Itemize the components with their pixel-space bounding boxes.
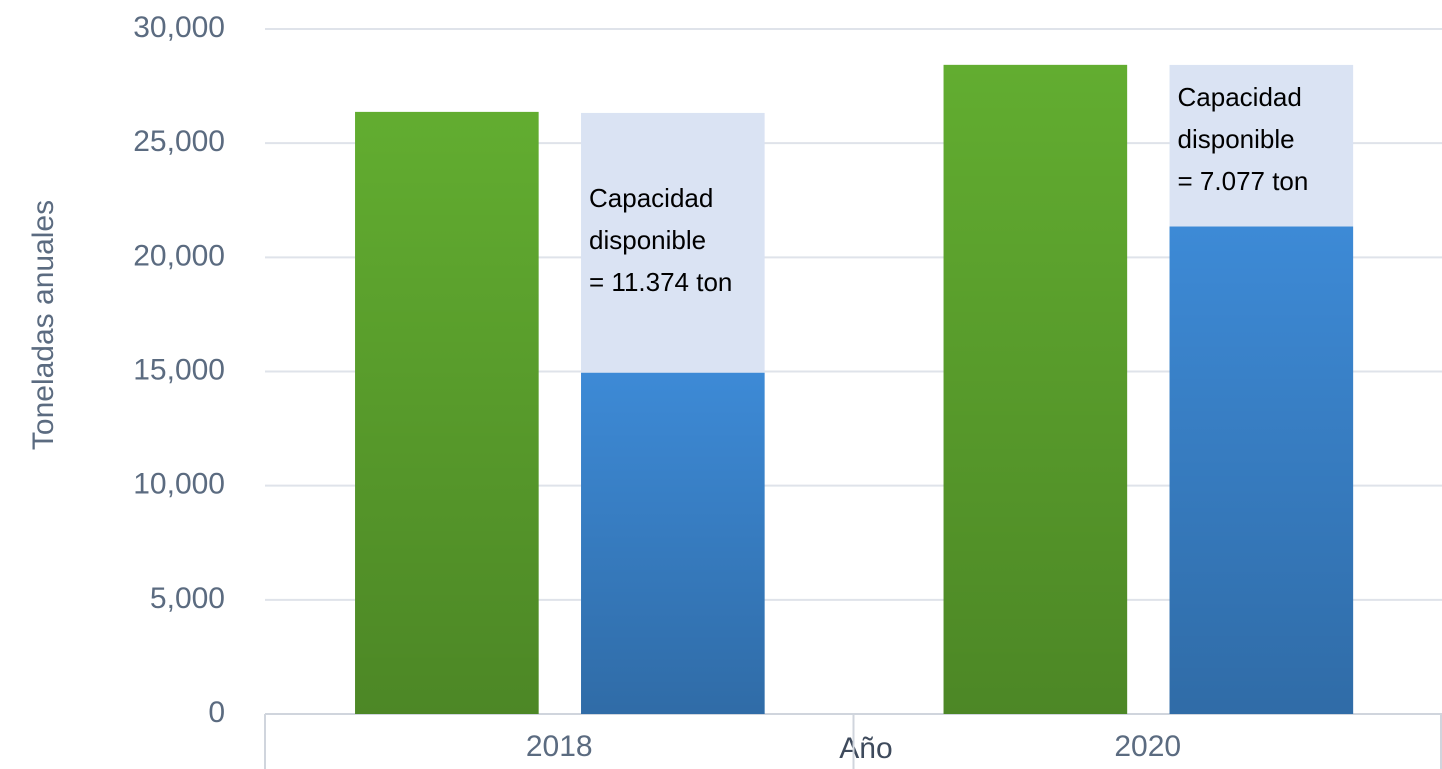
annotation: Capacidad bbox=[1178, 82, 1302, 112]
y-tick-label: 30,000 bbox=[133, 11, 225, 44]
y-tick-label: 25,000 bbox=[133, 125, 225, 158]
x-tick-label: 2018 bbox=[526, 730, 593, 763]
annotation: disponible bbox=[589, 225, 706, 255]
y-tick-label: 20,000 bbox=[133, 239, 225, 272]
bar-segment bbox=[581, 112, 765, 373]
y-axis-label: Toneladas anuales bbox=[27, 200, 60, 450]
x-axis-label: Año bbox=[839, 732, 892, 765]
bar-shade bbox=[1169, 226, 1354, 714]
y-tick-label: 5,000 bbox=[150, 582, 225, 615]
annotation: = 11.374 ton bbox=[589, 267, 732, 297]
annotation: disponible bbox=[1178, 124, 1295, 154]
bar-shade bbox=[943, 64, 1128, 715]
annotation: = 7.077 ton bbox=[1178, 166, 1309, 196]
y-tick-label: 10,000 bbox=[133, 468, 225, 501]
bar-shade bbox=[581, 372, 765, 714]
annotation: Capacidad bbox=[589, 183, 713, 213]
y-tick-label: 0 bbox=[208, 696, 225, 729]
x-tick-label: 2020 bbox=[1114, 730, 1181, 763]
bar-shade bbox=[355, 111, 539, 714]
y-tick-label: 15,000 bbox=[133, 353, 225, 386]
bar-segment bbox=[1169, 64, 1354, 227]
